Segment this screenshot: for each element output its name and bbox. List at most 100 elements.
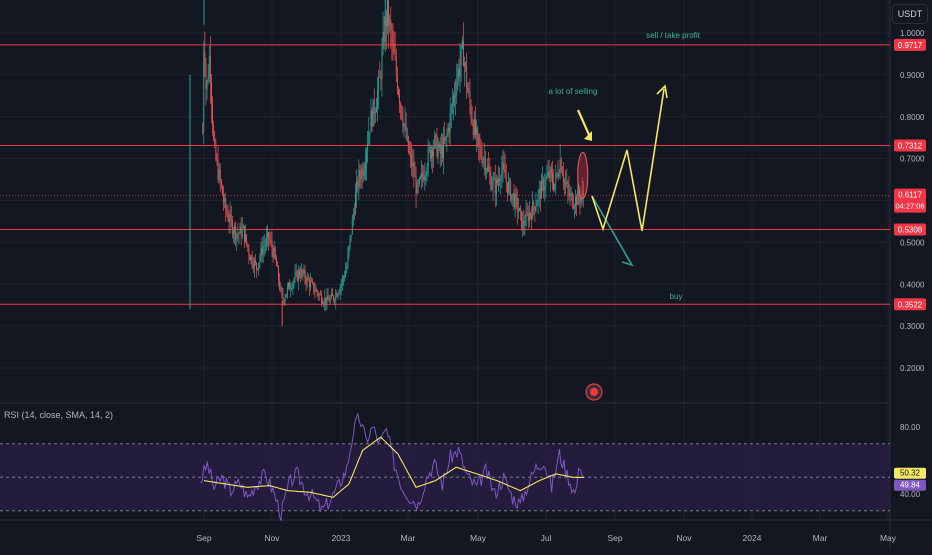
candle-body bbox=[524, 225, 526, 226]
candle-body bbox=[293, 279, 295, 283]
rsi-legend[interactable]: RSI (14, close, SMA, 14, 2) bbox=[4, 410, 113, 420]
candle-body bbox=[247, 243, 249, 248]
candle-body bbox=[550, 168, 552, 174]
candle-body bbox=[440, 146, 442, 154]
candle-body bbox=[457, 69, 459, 81]
candle-body bbox=[217, 160, 219, 180]
candle-body bbox=[568, 189, 570, 196]
candle-body bbox=[209, 56, 211, 83]
candle-body bbox=[458, 69, 460, 77]
candle-body bbox=[575, 196, 577, 207]
candle-body bbox=[563, 175, 564, 182]
candle-body bbox=[270, 240, 272, 242]
candle-body bbox=[460, 46, 462, 64]
candle-body bbox=[368, 132, 370, 144]
candle-body bbox=[302, 269, 304, 274]
candle-body bbox=[532, 201, 534, 219]
candle-body bbox=[453, 95, 454, 104]
candle-body bbox=[277, 266, 278, 268]
time-tick-label: Sep bbox=[607, 533, 622, 543]
candle-body bbox=[333, 295, 335, 300]
candle-body bbox=[404, 123, 406, 125]
candle-body bbox=[439, 143, 441, 154]
time-axis: Sep Nov 2023 Mar May Jul Sep Nov 2024 Mar May bbox=[196, 533, 896, 543]
candle-body bbox=[224, 198, 226, 202]
candle-body bbox=[421, 172, 423, 177]
event-marker-dot bbox=[590, 388, 598, 396]
candle-body bbox=[227, 213, 229, 221]
candle-body bbox=[289, 282, 291, 290]
candle-body bbox=[241, 227, 243, 237]
event-marker-icon bbox=[585, 383, 603, 401]
candle-body bbox=[363, 170, 365, 177]
candle-body bbox=[546, 175, 548, 179]
candle-body bbox=[274, 247, 276, 259]
candle-body bbox=[574, 206, 575, 208]
candle-body bbox=[264, 244, 266, 246]
candle-body bbox=[385, 17, 387, 28]
candle-body bbox=[321, 294, 322, 303]
candle-body bbox=[229, 213, 231, 223]
candle-body bbox=[564, 181, 566, 183]
candle-body bbox=[456, 80, 458, 96]
candle-body bbox=[577, 189, 579, 205]
candle-body bbox=[356, 181, 358, 195]
candle-body bbox=[521, 210, 523, 229]
candle-body bbox=[343, 277, 344, 279]
candle-body bbox=[299, 271, 300, 276]
candle-body bbox=[543, 179, 545, 191]
candle-body bbox=[464, 63, 465, 66]
price-level-label: 0.7312 bbox=[898, 142, 923, 151]
candle-body bbox=[535, 205, 537, 211]
candle-body bbox=[395, 58, 397, 74]
candle-body bbox=[578, 189, 580, 198]
candle-body bbox=[303, 270, 305, 274]
candle-body bbox=[250, 255, 252, 261]
candle-body bbox=[295, 271, 297, 274]
candle-body bbox=[304, 270, 306, 280]
candle-body bbox=[503, 163, 505, 170]
selling-arrow-shaft bbox=[576, 109, 592, 138]
candle-body bbox=[373, 99, 375, 114]
candle-body bbox=[332, 293, 333, 296]
candle-body bbox=[308, 280, 310, 288]
candle-body bbox=[425, 174, 427, 176]
current-price-badge bbox=[894, 188, 926, 213]
candle-body bbox=[213, 125, 215, 139]
candle-body bbox=[467, 87, 469, 93]
grid bbox=[0, 0, 890, 520]
candle-body bbox=[366, 151, 368, 165]
candle-body bbox=[515, 193, 517, 198]
candle-body bbox=[255, 260, 256, 263]
current-price-label: 0.6117 bbox=[898, 191, 922, 200]
candle-body bbox=[336, 293, 338, 297]
candle-body bbox=[334, 299, 336, 301]
rsi-line bbox=[200, 411, 585, 521]
candle-body bbox=[413, 162, 415, 176]
candle-body bbox=[486, 170, 487, 172]
candle-body bbox=[498, 179, 500, 183]
candle-body bbox=[278, 266, 280, 281]
candle-body bbox=[326, 295, 328, 304]
candle-body bbox=[350, 234, 352, 237]
candle-body bbox=[500, 178, 502, 181]
candle-body bbox=[403, 123, 405, 127]
candle-body bbox=[470, 103, 472, 118]
price-tick-label: 0.8000 bbox=[900, 113, 925, 122]
candle-body bbox=[396, 73, 398, 90]
candle-body bbox=[450, 105, 452, 112]
candle-body bbox=[442, 146, 443, 158]
candle-body bbox=[300, 275, 302, 277]
candle-body bbox=[384, 17, 386, 43]
rsi-ma-line bbox=[203, 436, 584, 499]
candle-body bbox=[242, 225, 244, 228]
candle-body bbox=[406, 136, 408, 139]
candle-body bbox=[233, 232, 234, 234]
candle-body bbox=[478, 134, 480, 145]
candle-body bbox=[272, 248, 274, 258]
candle-body bbox=[473, 118, 475, 136]
currency-button[interactable]: USDT bbox=[892, 4, 928, 24]
candle-body bbox=[435, 134, 437, 136]
